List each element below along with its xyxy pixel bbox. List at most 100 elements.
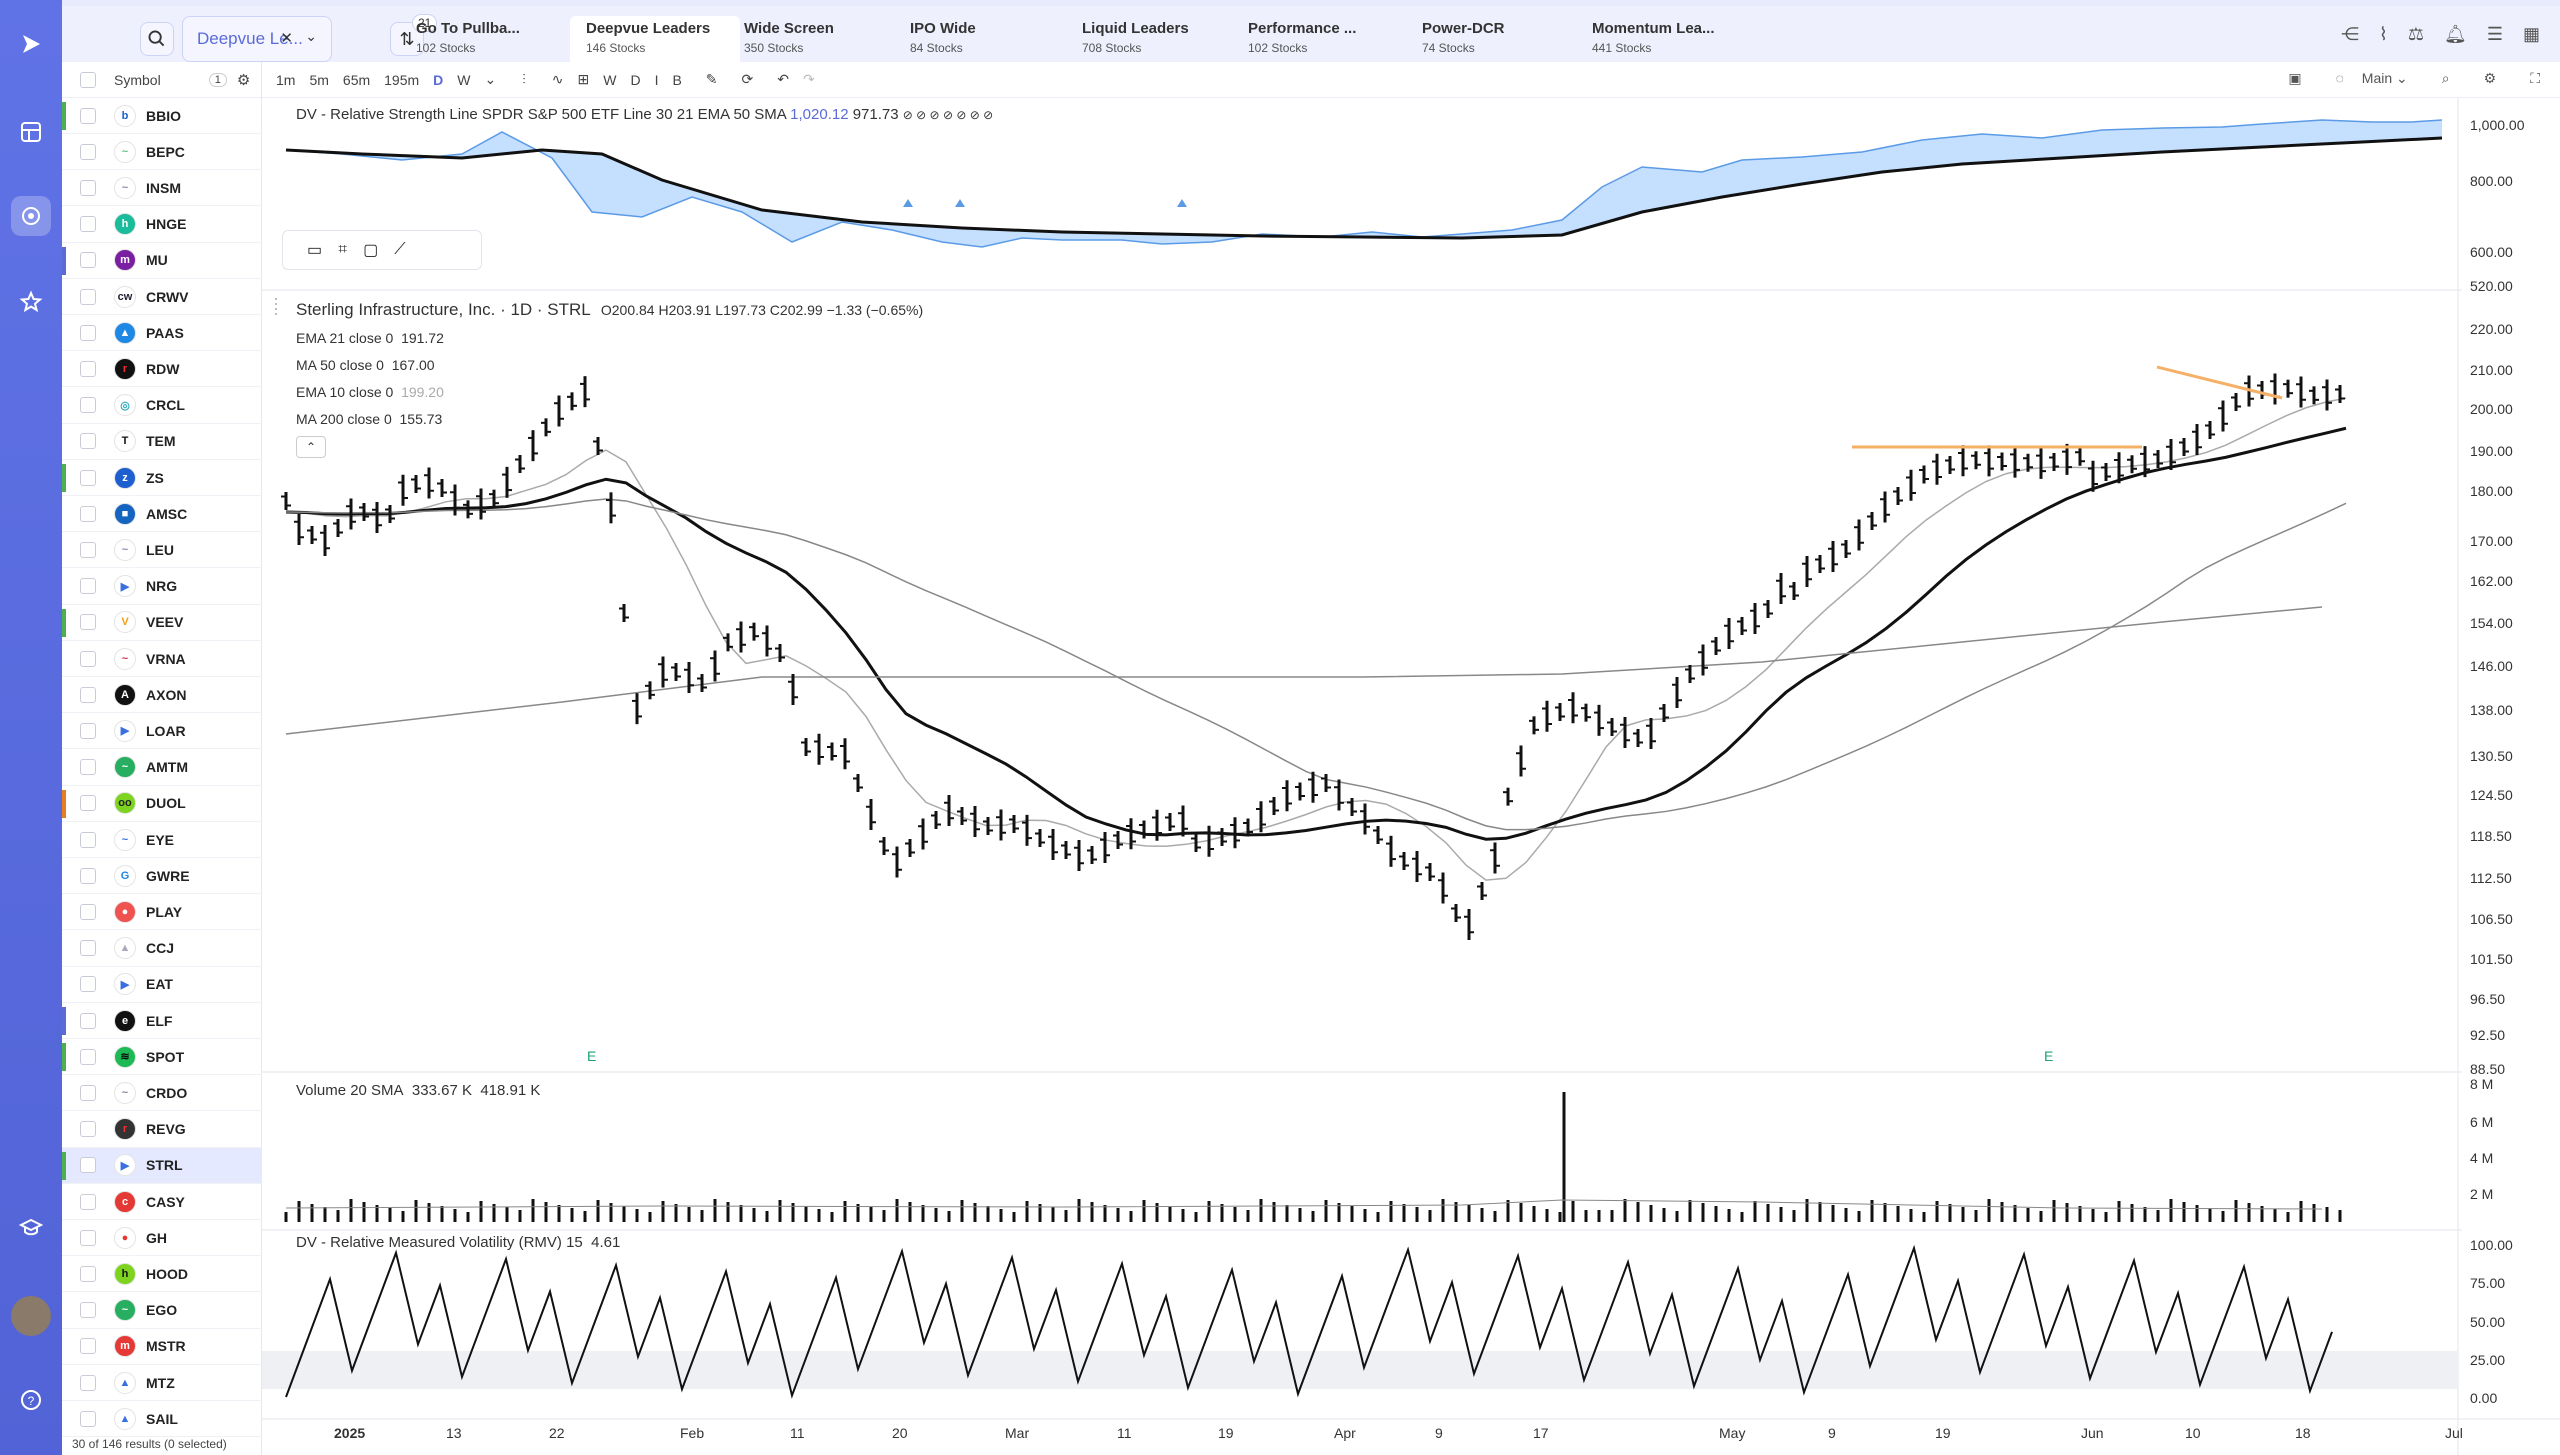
help-icon[interactable]: ? <box>11 1380 51 1420</box>
list-item[interactable]: m MSTR <box>62 1329 262 1365</box>
row-checkbox[interactable] <box>80 614 96 631</box>
row-checkbox[interactable] <box>80 143 96 160</box>
row-checkbox[interactable] <box>80 1084 96 1101</box>
avatar[interactable] <box>11 1296 51 1336</box>
fullscreen-icon[interactable]: ⛶ <box>2530 70 2540 86</box>
row-checkbox[interactable] <box>80 1157 96 1174</box>
row-checkbox[interactable] <box>80 1302 96 1319</box>
list-item[interactable]: m MU <box>62 243 262 279</box>
row-checkbox[interactable] <box>80 867 96 884</box>
undo-icon[interactable]: ↶ <box>777 71 789 87</box>
list-item[interactable]: r REVG <box>62 1112 262 1148</box>
letter-w[interactable]: W <box>603 71 617 88</box>
watchlist-selector[interactable]: Deepvue Le... ✕ ⌄ <box>182 16 332 62</box>
list-item[interactable]: ~ CRDO <box>62 1075 262 1112</box>
row-checkbox[interactable] <box>80 505 96 522</box>
row-checkbox[interactable] <box>80 397 96 414</box>
logo-icon[interactable] <box>11 24 51 64</box>
row-checkbox[interactable] <box>80 1229 96 1246</box>
line-tool-icon[interactable]: ⟋ <box>394 241 406 258</box>
tab-2[interactable]: Wide Screen 350 Stocks <box>728 16 858 62</box>
letter-d[interactable]: D <box>630 71 641 88</box>
list-item[interactable]: cw CRWV <box>62 279 262 315</box>
row-checkbox[interactable] <box>80 795 96 812</box>
alert-icon[interactable]: 🔔︎ <box>2443 24 2467 44</box>
templates-icon[interactable]: ⊞ <box>577 71 590 87</box>
share-icon[interactable]: ⋲ <box>2341 24 2360 44</box>
star-icon[interactable] <box>11 282 51 322</box>
list-item[interactable]: ~ INSM <box>62 170 262 207</box>
row-checkbox[interactable] <box>80 831 96 848</box>
tf-5m[interactable]: 5m <box>309 71 329 88</box>
gear-icon[interactable]: ⚙ <box>236 71 251 89</box>
tf-1m[interactable]: 1m <box>276 71 296 88</box>
list-item[interactable]: ▲ PAAS <box>62 315 262 352</box>
tf-weekly[interactable]: W <box>457 71 471 88</box>
row-checkbox[interactable] <box>80 324 96 341</box>
row-checkbox[interactable] <box>80 1374 96 1391</box>
chart-area[interactable]: 1m 5m 65m 195m D W ⌄ ⫶ ∿ ⊞ W D I B ✎ ⟳ ↶… <box>262 62 2560 1455</box>
list-item[interactable]: ▲ SAIL <box>62 1401 262 1438</box>
search-button[interactable] <box>140 22 174 56</box>
tab-7[interactable]: Momentum Lea... 441 Stocks <box>1576 16 1746 62</box>
list-item[interactable]: A AXON <box>62 677 262 714</box>
screener-icon[interactable] <box>11 196 51 236</box>
list-item[interactable]: ≋ SPOT <box>62 1039 262 1076</box>
row-checkbox[interactable] <box>80 1410 96 1427</box>
rectangle-tool-icon[interactable]: ▭ <box>307 242 323 259</box>
row-checkbox[interactable] <box>80 976 96 993</box>
list-item[interactable]: T TEM <box>62 424 262 460</box>
letter-i[interactable]: I <box>654 71 659 88</box>
list-item[interactable]: ~ LEU <box>62 532 262 569</box>
watchlist-icon[interactable] <box>11 112 51 152</box>
list-item[interactable]: h HOOD <box>62 1256 262 1293</box>
layout-icon[interactable]: ▣ <box>2288 70 2302 86</box>
list-item[interactable]: ~ BEPC <box>62 134 262 171</box>
list-item[interactable]: h HNGE <box>62 207 262 243</box>
list-item[interactable]: ■ AMSC <box>62 496 262 533</box>
chevron-down-icon[interactable]: ⌄ <box>305 28 317 44</box>
row-checkbox[interactable] <box>80 1193 96 1210</box>
list-item[interactable]: ◎ CRCL <box>62 388 262 424</box>
row-checkbox[interactable] <box>80 288 96 305</box>
list-item[interactable]: ▶ LOAR <box>62 713 262 750</box>
row-checkbox[interactable] <box>80 433 96 450</box>
row-checkbox[interactable] <box>80 360 96 377</box>
chevron-down-icon[interactable]: ⌄ <box>484 71 497 87</box>
bar-type-icon[interactable]: ⫶ <box>522 71 526 87</box>
row-checkbox[interactable] <box>80 107 96 124</box>
zoom-icon[interactable]: ⌕ <box>2441 70 2450 86</box>
draw-icon[interactable]: ✎ <box>705 71 718 87</box>
tab-5[interactable]: Performance ... 102 Stocks <box>1232 16 1392 62</box>
row-checkbox[interactable] <box>80 578 96 595</box>
tab-3[interactable]: IPO Wide 84 Stocks <box>894 16 1024 62</box>
row-checkbox[interactable] <box>80 1265 96 1282</box>
row-checkbox[interactable] <box>80 686 96 703</box>
row-checkbox[interactable] <box>80 252 96 269</box>
tf-195m[interactable]: 195m <box>384 71 420 88</box>
indicators-icon[interactable]: ∿ <box>551 71 564 87</box>
row-checkbox[interactable] <box>80 1012 96 1029</box>
select-all-checkbox[interactable] <box>80 71 96 88</box>
row-checkbox[interactable] <box>80 1048 96 1065</box>
compare-icon[interactable]: ⚖ <box>2407 24 2424 44</box>
redo-icon[interactable]: ↷ <box>803 71 815 87</box>
fib-tool-icon[interactable]: ⌗ <box>338 241 348 258</box>
tf-daily[interactable]: D <box>433 71 444 88</box>
row-checkbox[interactable] <box>80 722 96 739</box>
list-item[interactable]: ▲ CCJ <box>62 931 262 967</box>
list-item[interactable]: ~ EYE <box>62 822 262 858</box>
list-item[interactable]: ● GH <box>62 1220 262 1257</box>
list-item[interactable]: G GWRE <box>62 858 262 895</box>
row-checkbox[interactable] <box>80 179 96 196</box>
list-item[interactable]: ● PLAY <box>62 894 262 931</box>
layout-select[interactable]: ◌ Main ⌄ <box>2335 70 2408 86</box>
settings-icon[interactable]: ⚙ <box>2483 70 2497 86</box>
grid-icon[interactable]: ▦ <box>2522 24 2540 44</box>
tab-1[interactable]: Deepvue Leaders 146 Stocks <box>570 16 740 62</box>
comment-tool-icon[interactable]: ▢ <box>363 242 379 259</box>
list-item[interactable]: V VEEV <box>62 605 262 641</box>
row-checkbox[interactable] <box>80 1338 96 1355</box>
row-checkbox[interactable] <box>80 903 96 920</box>
collapse-legend-button[interactable]: ⌃ <box>296 436 326 458</box>
